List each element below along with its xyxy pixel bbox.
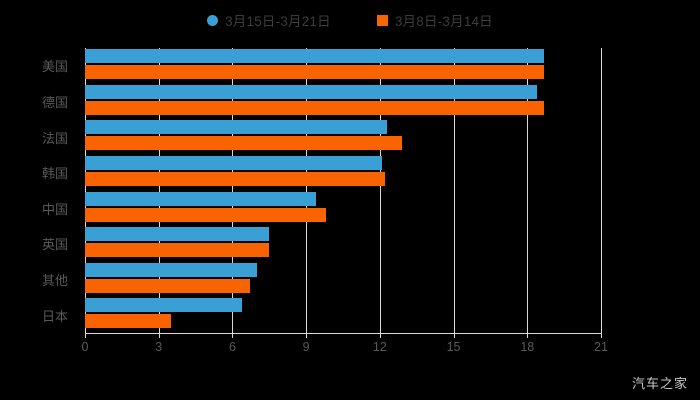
bar-series-1[interactable] <box>85 120 388 135</box>
x-axis-tick-label: 12 <box>372 340 387 354</box>
y-axis-label-8: 日本 <box>41 308 68 324</box>
bar-row <box>85 297 601 333</box>
y-axis-label-3: 法国 <box>41 130 68 146</box>
x-axis-tick-label: 15 <box>446 340 461 354</box>
bar-series-2[interactable] <box>85 278 250 293</box>
x-axis-tick-label: 9 <box>302 340 310 354</box>
bar-series-1[interactable] <box>85 84 538 99</box>
x-axis-tick <box>232 333 234 338</box>
y-axis-label-1: 美国 <box>41 59 68 75</box>
bar-row <box>85 191 601 227</box>
x-axis-tick-label: 3 <box>155 340 163 354</box>
x-axis-tick-label: 0 <box>81 340 89 354</box>
y-axis-label-7: 其他 <box>41 273 68 289</box>
bar-row <box>85 155 601 191</box>
legend-item-series-1[interactable]: 3月15日-3月21日 <box>207 10 331 30</box>
bar-row <box>85 226 601 262</box>
bar-series-1[interactable] <box>85 227 270 242</box>
bar-series-1[interactable] <box>85 49 545 63</box>
watermark-label: 汽车之家 <box>631 376 688 391</box>
y-axis-label-4: 韩国 <box>41 166 68 182</box>
square-icon <box>376 14 388 26</box>
x-axis-tick-label: 6 <box>228 340 236 354</box>
x-axis-ticks: 0 3 6 9 12 15 18 21 <box>81 333 608 357</box>
x-axis-tick <box>527 333 529 338</box>
bar-series-1[interactable] <box>85 191 316 206</box>
legend-item-series-2[interactable]: 3月8日-3月14日 <box>376 10 493 30</box>
bar-row <box>85 262 601 298</box>
bar-series-2[interactable] <box>85 314 171 329</box>
bar-row <box>85 84 601 120</box>
circle-icon <box>207 14 219 26</box>
bar-series-2[interactable] <box>85 136 402 151</box>
y-axis-labels: 美国德国法国韩国中国英国其他日本 <box>0 48 78 333</box>
legend-label-series-1: 3月15日-3月21日 <box>225 14 331 29</box>
x-axis-tick <box>601 333 602 338</box>
y-axis-label-5: 中国 <box>41 201 68 217</box>
y-axis-label-2: 德国 <box>41 94 68 110</box>
x-axis-tick-label: 21 <box>594 340 608 354</box>
bar-series-2[interactable] <box>85 65 545 79</box>
gridline <box>601 48 602 333</box>
x-axis-tick <box>453 333 455 338</box>
bar-row <box>85 119 601 155</box>
x-axis-tick <box>158 333 160 338</box>
bar-row <box>85 48 601 84</box>
bar-rows <box>85 48 601 333</box>
bar-series-1[interactable] <box>85 298 243 313</box>
x-axis-line <box>85 333 602 334</box>
bar-series-1[interactable] <box>85 262 257 277</box>
y-axis-label-6: 英国 <box>41 237 68 253</box>
bar-series-2[interactable] <box>85 207 326 222</box>
x-axis-tick-label: 18 <box>520 340 535 354</box>
x-axis-tick <box>85 333 86 338</box>
legend-label-series-2: 3月8日-3月14日 <box>394 14 493 29</box>
bar-series-2[interactable] <box>85 171 385 186</box>
x-axis-tick <box>379 333 381 338</box>
bar-series-2[interactable] <box>85 100 545 115</box>
chart-legend: 3月15日-3月21日 3月8日-3月14日 <box>0 8 700 32</box>
plot-area <box>85 48 602 333</box>
bar-series-2[interactable] <box>85 243 270 258</box>
bar-series-1[interactable] <box>85 155 383 170</box>
x-axis-tick <box>306 333 308 338</box>
